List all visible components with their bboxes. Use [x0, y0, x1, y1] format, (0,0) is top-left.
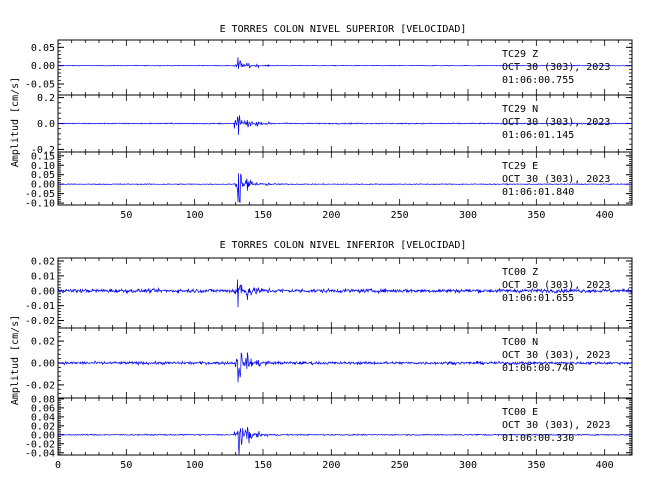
x-tick-label: 350: [527, 460, 545, 471]
record-time: 01:06:01.145: [502, 130, 574, 141]
station-component-label: TC00 E: [502, 407, 538, 418]
y-tick-label: 0.00: [31, 359, 55, 370]
chart-title: E TORRES COLON NIVEL SUPERIOR [VELOCIDAD…: [220, 24, 467, 35]
record-date: OCT 30 (303), 2023: [502, 174, 610, 185]
x-tick-label: 400: [596, 460, 614, 471]
y-tick-label: 0.00: [31, 286, 55, 297]
record-time: 01:06:00.330: [502, 433, 574, 444]
seismic-trace: [57, 279, 633, 308]
y-tick-label: -0.05: [25, 80, 55, 91]
record-time: 01:06:01.840: [502, 187, 574, 198]
y-tick-label: -0.05: [25, 189, 55, 200]
seismic-trace: [57, 427, 633, 456]
y-tick-label: 0.10: [31, 161, 55, 172]
trace-panel: 0.150.100.050.00-0.05-0.10 TC29 E OCT 30 (…: [25, 151, 633, 210]
y-tick-label: -0.10: [25, 199, 55, 210]
x-tick-label: 150: [254, 460, 272, 471]
trace-panel: 0.05 0.00 -0.05 TC29 Z OCT 30 (303), 2023 01:…: [25, 39, 633, 96]
y-tick-label: 0.02: [31, 337, 55, 348]
lower-level-chart: E TORRES COLON NIVEL INFERIOR [VELOCIDAD…: [10, 240, 633, 471]
y-tick-label: 0.00: [31, 61, 55, 72]
x-tick-label: 400: [596, 210, 614, 221]
station-component-label: TC00 Z: [502, 267, 538, 278]
x-tick-label: 150: [254, 210, 272, 221]
x-tick-label: 300: [459, 210, 477, 221]
y-tick-label: 0.02: [31, 256, 55, 267]
trace-panel: 0.02 0.01 0.00 -0.01 -0.02 TC00 Z OCT 30 (303)…: [25, 256, 633, 329]
y-tick-label: -0.02: [25, 316, 55, 327]
x-tick-label: 250: [391, 210, 409, 221]
seismic-trace: [57, 115, 633, 136]
trace-panel: 0.080.060.040.020.00-0.02-0.04 TC00 E OCT …: [25, 394, 633, 459]
y-axis-label: Amplitud [cm/s]: [10, 77, 21, 167]
record-date: OCT 30 (303), 2023: [502, 117, 610, 128]
seismic-trace: [57, 352, 633, 383]
y-tick-label: 0.2: [37, 93, 55, 104]
x-tick-label: 300: [459, 460, 477, 471]
record-time: 01:06:00.755: [502, 75, 574, 86]
y-tick-label: 0.00: [31, 430, 55, 441]
seismic-trace: [57, 173, 633, 204]
y-tick-label: -0.04: [25, 448, 55, 459]
y-tick-label: -0.02: [25, 439, 55, 450]
y-tick-label: 0.02: [31, 421, 55, 432]
seismic-trace: [57, 57, 633, 69]
record-time: 01:06:01.655: [502, 293, 574, 304]
record-date: OCT 30 (303), 2023: [502, 280, 610, 291]
x-tick-label: 100: [186, 460, 204, 471]
x-tick-label: 350: [527, 210, 545, 221]
y-tick-label: 0.08: [31, 394, 55, 405]
x-tick-label: 250: [391, 460, 409, 471]
y-tick-label: 0.05: [31, 43, 55, 54]
y-tick-label: 0.15: [31, 151, 55, 162]
y-tick-label: 0.05: [31, 170, 55, 181]
y-tick-label: -0.01: [25, 301, 55, 312]
x-tick-label: 200: [322, 460, 340, 471]
y-tick-label: -0.02: [25, 380, 55, 391]
station-component-label: TC00 N: [502, 337, 538, 348]
y-tick-label: 0.01: [31, 271, 55, 282]
chart-title: E TORRES COLON NIVEL INFERIOR [VELOCIDAD…: [220, 240, 467, 251]
x-tick-label: 0: [55, 460, 61, 471]
y-tick-label: -0.2: [31, 145, 55, 156]
station-component-label: TC29 E: [502, 161, 538, 172]
trace-panel: 0.02 0.00 -0.02 TC00 N OCT 30 (303), 2023 01:…: [25, 327, 633, 399]
record-date: OCT 30 (303), 2023: [502, 350, 610, 361]
upper-level-chart: E TORRES COLON NIVEL SUPERIOR [VELOCIDAD…: [10, 24, 633, 221]
record-time: 01:06:00.740: [502, 363, 574, 374]
y-tick-label: 0.00: [31, 180, 55, 191]
x-tick-label: 50: [120, 210, 132, 221]
y-tick-label: 0.0: [37, 119, 55, 130]
trace-panel: 0.2 0.0 -0.2 TC29 N OCT 30 (303), 2023 01:06:…: [31, 93, 633, 156]
station-component-label: TC29 N: [502, 104, 538, 115]
record-date: OCT 30 (303), 2023: [502, 420, 610, 431]
y-axis-label: Amplitud [cm/s]: [10, 315, 21, 405]
record-date: OCT 30 (303), 2023: [502, 62, 610, 73]
y-tick-label: 0.04: [31, 412, 55, 423]
y-tick-label: 0.06: [31, 403, 55, 414]
x-tick-label: 50: [120, 460, 132, 471]
x-tick-label: 100: [186, 210, 204, 221]
x-tick-label: 200: [322, 210, 340, 221]
station-component-label: TC29 Z: [502, 49, 538, 60]
